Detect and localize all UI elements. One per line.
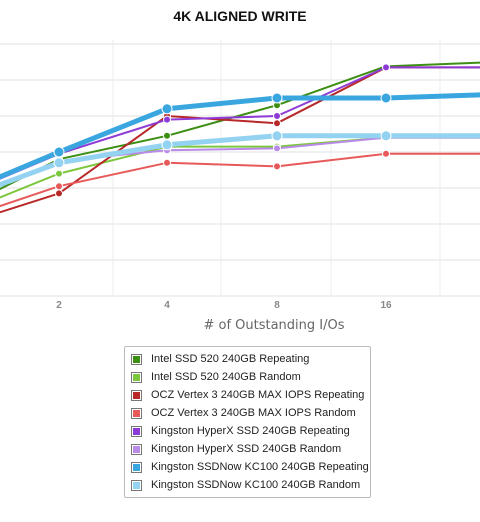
x-tick-label: 8 bbox=[274, 300, 280, 311]
data-point[interactable] bbox=[163, 158, 171, 167]
x-tick-labels: 2 4 8 16 bbox=[56, 300, 392, 311]
series-4 bbox=[0, 149, 480, 208]
data-point[interactable] bbox=[271, 92, 283, 104]
legend-swatch bbox=[131, 353, 142, 365]
data-point[interactable] bbox=[55, 182, 63, 191]
x-tick-label: 16 bbox=[380, 300, 392, 311]
series-7 bbox=[0, 92, 480, 180]
series-lines bbox=[0, 61, 480, 214]
legend-item[interactable]: Kingston SSDNow KC100 240GB Random bbox=[131, 478, 360, 492]
legend-label: Intel SSD 520 240GB Repeating bbox=[151, 353, 310, 365]
legend-label: Intel SSD 520 240GB Random bbox=[151, 371, 301, 383]
line-chart: 2 4 8 16 bbox=[0, 40, 480, 311]
legend-swatch bbox=[131, 479, 142, 491]
x-tick-label: 2 bbox=[56, 300, 62, 311]
series-line bbox=[0, 92, 480, 180]
data-point[interactable] bbox=[382, 63, 390, 72]
legend-label: Kingston HyperX SSD 240GB Random bbox=[151, 443, 342, 455]
legend-item[interactable]: Kingston HyperX SSD 240GB Random bbox=[131, 442, 341, 456]
chart-title: 4K ALIGNED WRITE bbox=[173, 8, 307, 24]
legend-swatch bbox=[131, 371, 142, 383]
legend-item[interactable]: Kingston HyperX SSD 240GB Repeating bbox=[131, 424, 350, 438]
legend-label: Kingston SSDNow KC100 240GB Repeating bbox=[151, 461, 369, 473]
legend-item[interactable]: Kingston SSDNow KC100 240GB Repeating bbox=[131, 460, 369, 474]
legend-label: OCZ Vertex 3 240GB MAX IOPS Random bbox=[151, 407, 356, 419]
legend-label: OCZ Vertex 3 240GB MAX IOPS Repeating bbox=[151, 389, 365, 401]
data-point[interactable] bbox=[55, 169, 63, 178]
series-8 bbox=[0, 130, 480, 188]
series-line bbox=[0, 133, 480, 188]
data-point[interactable] bbox=[161, 139, 173, 151]
series-line bbox=[0, 152, 480, 208]
legend-swatch bbox=[131, 407, 142, 419]
grid-lines bbox=[0, 40, 480, 297]
data-point[interactable] bbox=[163, 131, 171, 140]
legend-swatch bbox=[131, 425, 142, 437]
legend-item[interactable]: Intel SSD 520 240GB Repeating bbox=[131, 352, 309, 366]
legend-swatch bbox=[131, 461, 142, 473]
series-5 bbox=[0, 63, 480, 180]
data-point[interactable] bbox=[53, 157, 65, 169]
data-point[interactable] bbox=[53, 146, 65, 158]
legend-label: Kingston SSDNow KC100 240GB Random bbox=[151, 479, 361, 491]
x-axis-label: # of Outstanding I/Os bbox=[203, 318, 345, 333]
legend-swatch bbox=[131, 389, 142, 401]
data-point[interactable] bbox=[382, 149, 390, 158]
legend-item[interactable]: OCZ Vertex 3 240GB MAX IOPS Random bbox=[131, 406, 356, 420]
data-point[interactable] bbox=[161, 103, 173, 115]
data-point[interactable] bbox=[163, 115, 171, 124]
legend-item[interactable]: OCZ Vertex 3 240GB MAX IOPS Repeating bbox=[131, 388, 364, 402]
data-point[interactable] bbox=[273, 144, 281, 153]
data-point[interactable] bbox=[380, 92, 392, 104]
legend-item[interactable]: Intel SSD 520 240GB Random bbox=[131, 370, 301, 384]
legend-label: Kingston HyperX SSD 240GB Repeating bbox=[151, 425, 350, 437]
data-point[interactable] bbox=[380, 130, 392, 142]
x-tick-label: 4 bbox=[164, 300, 170, 311]
data-point[interactable] bbox=[273, 119, 281, 128]
data-point[interactable] bbox=[273, 112, 281, 120]
data-point[interactable] bbox=[271, 130, 283, 142]
chart-legend: Intel SSD 520 240GB Repeating Intel SSD 5… bbox=[124, 346, 371, 498]
data-point[interactable] bbox=[273, 162, 281, 171]
legend-swatch bbox=[131, 443, 142, 455]
series-line bbox=[0, 66, 480, 180]
data-point[interactable] bbox=[55, 189, 63, 198]
